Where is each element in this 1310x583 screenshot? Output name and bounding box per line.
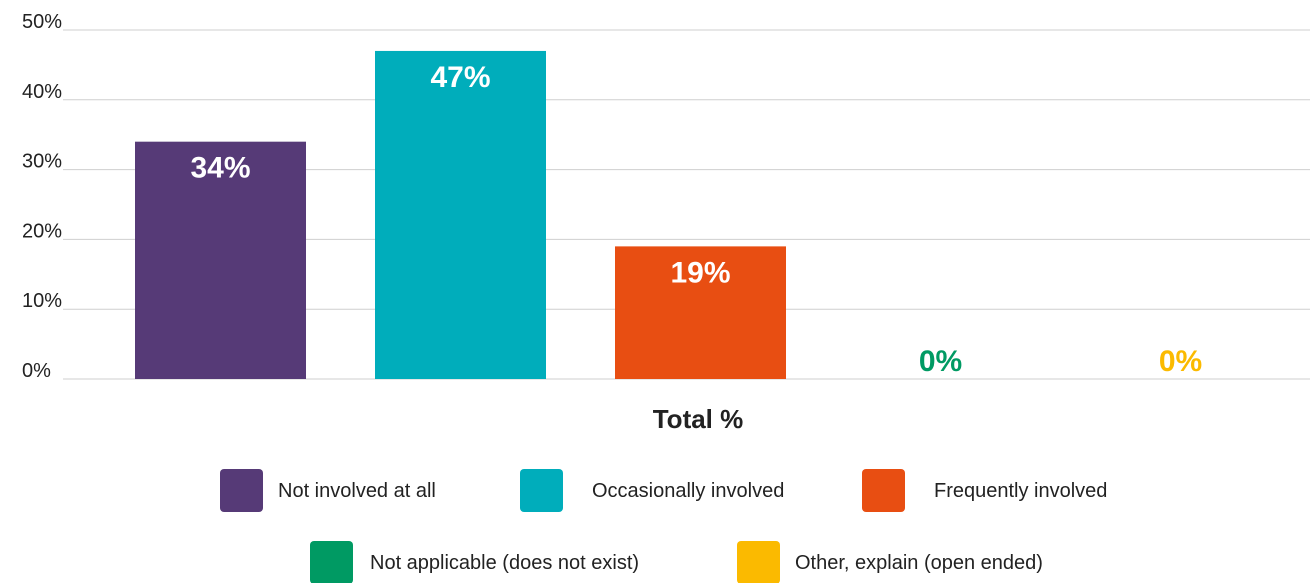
legend-swatch bbox=[220, 469, 263, 512]
legend-swatch bbox=[310, 541, 353, 583]
x-axis-title: Total % bbox=[653, 404, 744, 434]
legend-label: Frequently involved bbox=[934, 480, 1107, 502]
y-tick-label: 50% bbox=[22, 11, 62, 33]
data-label: 0% bbox=[1159, 345, 1202, 378]
y-tick-label: 20% bbox=[22, 220, 62, 242]
legend-swatch bbox=[737, 541, 780, 583]
y-tick-label: 30% bbox=[22, 151, 62, 173]
bar bbox=[615, 246, 786, 379]
bar bbox=[135, 141, 306, 379]
data-labels: 34% 47% 19% 0% 0% bbox=[190, 61, 1202, 378]
data-label: 34% bbox=[190, 152, 250, 185]
bar bbox=[375, 50, 546, 379]
data-label: 47% bbox=[430, 61, 490, 94]
legend-label: Other, explain (open ended) bbox=[795, 552, 1043, 574]
y-tick-label: 10% bbox=[22, 290, 62, 312]
data-label: 19% bbox=[670, 256, 730, 289]
legend-swatch bbox=[862, 469, 905, 512]
legend-label: Not applicable (does not exist) bbox=[370, 552, 639, 574]
legend-label: Occasionally involved bbox=[592, 480, 784, 502]
legend-swatch bbox=[520, 469, 563, 512]
y-axis-ticks: 0% 10% 20% 30% 40% 50% bbox=[22, 11, 62, 382]
y-tick-label: 40% bbox=[22, 81, 62, 103]
y-tick-label: 0% bbox=[22, 360, 51, 382]
bars bbox=[135, 50, 786, 379]
legend-label: Not involved at all bbox=[278, 480, 436, 502]
data-label: 0% bbox=[919, 345, 962, 378]
legend: Not involved at all Occasionally involved… bbox=[220, 469, 1107, 583]
